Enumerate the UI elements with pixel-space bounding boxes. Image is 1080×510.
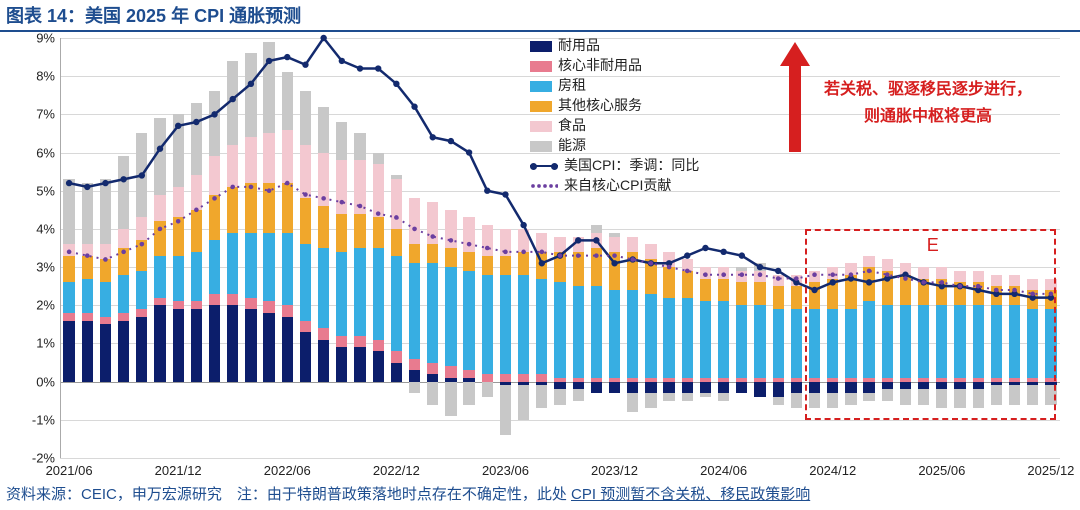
bar-column (700, 38, 711, 458)
bar-column (63, 38, 74, 458)
chart-title: 图表 14：美国 2025 年 CPI 通胀预测 (6, 2, 301, 28)
bar-column (318, 38, 329, 458)
bar-column (154, 38, 165, 458)
bar-column (500, 38, 511, 458)
bar-column (282, 38, 293, 458)
legend-durables: 耐用品 (558, 35, 600, 57)
source-footer: 资料来源：CEIC，申万宏源研究 注：由于特朗普政策落地时点存在不确定性，此处 … (6, 483, 810, 504)
legend-food: 食品 (558, 115, 586, 137)
bar-column (463, 38, 474, 458)
bar-column (445, 38, 456, 458)
bar-column (391, 38, 402, 458)
chart-title-bar: 图表 14：美国 2025 年 CPI 通胀预测 (0, 0, 1080, 32)
legend-core-cpi: 来自核心CPI贡献 (564, 175, 671, 197)
bar-column (336, 38, 347, 458)
bar-column (754, 38, 765, 458)
bar-column (191, 38, 202, 458)
bar-column (245, 38, 256, 458)
bar-column (82, 38, 93, 458)
bar-column (373, 38, 384, 458)
legend-core-nondur: 核心非耐用品 (558, 55, 642, 77)
legend: 耐用品 核心非耐用品 房租 其他核心服务 食品 能源 美国CPI：季调：同比 来… (530, 36, 699, 196)
emphasis-arrow (780, 42, 810, 152)
forecast-box (805, 229, 1056, 420)
legend-cpi: 美国CPI：季调：同比 (564, 155, 699, 177)
legend-rent: 房租 (558, 75, 586, 97)
legend-energy: 能源 (558, 135, 586, 157)
bar-column (173, 38, 184, 458)
bar-column (100, 38, 111, 458)
bar-column (263, 38, 274, 458)
bar-column (300, 38, 311, 458)
bar-column (118, 38, 129, 458)
bar-column (409, 38, 420, 458)
bar-column (427, 38, 438, 458)
bar-column (209, 38, 220, 458)
bar-column (136, 38, 147, 458)
bar-column (736, 38, 747, 458)
legend-other-core: 其他核心服务 (558, 95, 642, 117)
bar-column (227, 38, 238, 458)
bar-column (354, 38, 365, 458)
annotation-text: 若关税、驱逐移民逐步进行， 则通胀中枢将更高 (824, 76, 1032, 130)
forecast-label: E (927, 235, 939, 256)
bar-column (718, 38, 729, 458)
bar-column (518, 38, 529, 458)
bar-column (482, 38, 493, 458)
